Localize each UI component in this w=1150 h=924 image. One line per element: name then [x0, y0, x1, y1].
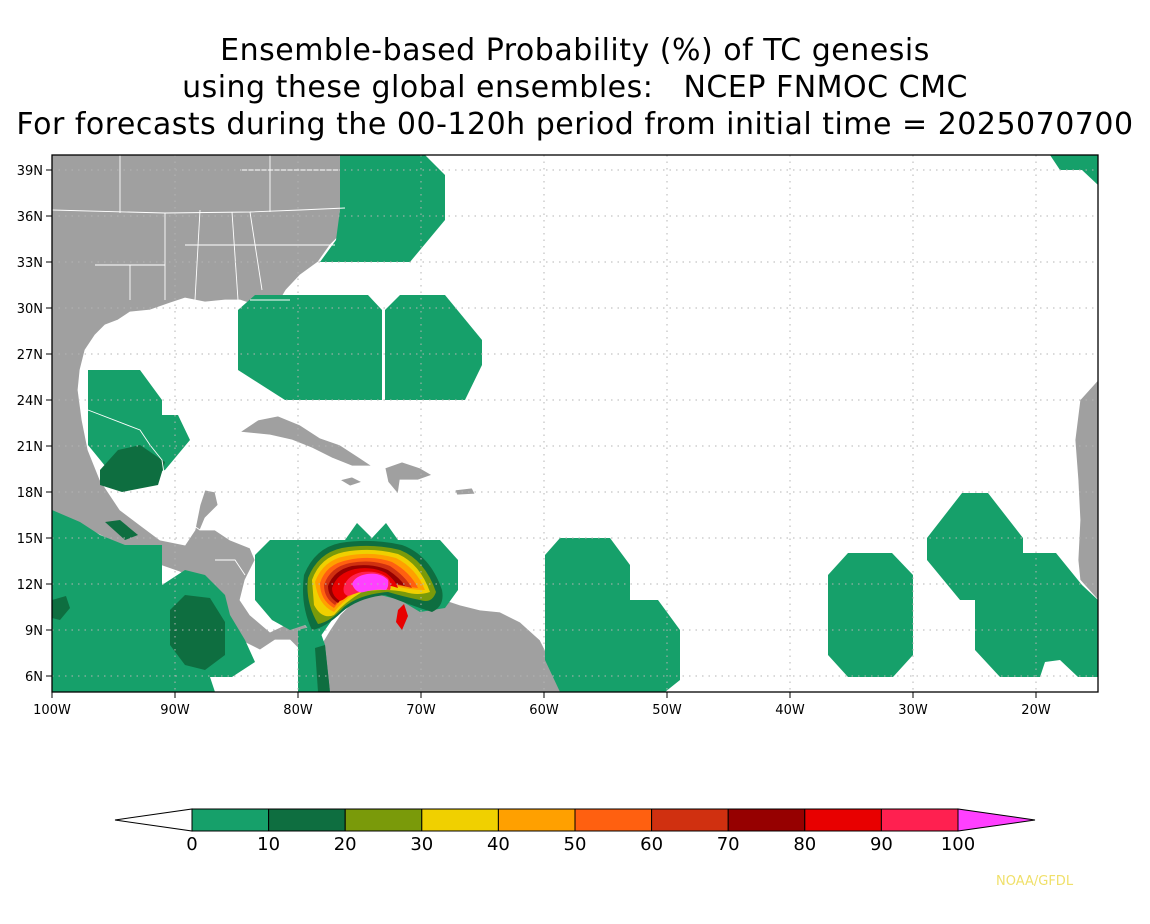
colorbar-label-100: 100 [941, 834, 975, 855]
map-plot-area [52, 155, 1098, 692]
colorbar-swatch-0-10 [191, 808, 270, 832]
contour-100 [352, 573, 389, 593]
colorbar-low-arrow [114, 808, 193, 832]
lat-label-27n: 27N [17, 348, 43, 363]
colorbar-swatch-40-50 [497, 808, 576, 832]
lat-label-18n: 18N [17, 486, 43, 501]
lon-label-20w: 20W [1021, 703, 1051, 718]
contour-0-10-central-atlantic [545, 538, 680, 692]
lat-label-30n: 30N [17, 302, 43, 317]
lon-label-90w: 90W [160, 703, 190, 718]
lon-label-80w: 80W [283, 703, 313, 718]
colorbar-label-70: 70 [717, 834, 740, 855]
colorbar-label-80: 80 [793, 834, 816, 855]
colorbar-swatch-50-60 [574, 808, 653, 832]
lat-label-12n: 12N [17, 578, 43, 593]
lat-label-36n: 36N [17, 210, 43, 225]
colorbar-swatch-70-80 [727, 808, 806, 832]
lon-label-50w: 50W [652, 703, 682, 718]
probability-contours [52, 155, 1098, 692]
colorbar-label-30: 30 [410, 834, 433, 855]
map-frame [51, 154, 1099, 693]
contour-10-20-coast [105, 520, 138, 540]
colorbar-label-60: 60 [640, 834, 663, 855]
contour-0-10-east-atlantic [927, 493, 1098, 677]
chart-title: Ensemble-based Probability (%) of TC gen… [0, 32, 1150, 143]
land-puerto-rico [454, 487, 476, 496]
lat-axis [46, 169, 52, 677]
colorbar-swatch-10-20 [268, 808, 346, 832]
lon-label-70w: 70W [406, 703, 436, 718]
land-hispaniola [384, 461, 433, 495]
lon-axis [51, 692, 1037, 698]
contour-10-20-edge [52, 596, 70, 620]
contour-10-20-colombia [315, 645, 330, 692]
colorbar-swatch-80-90 [804, 808, 882, 832]
colorbar-label-40: 40 [487, 834, 510, 855]
lat-labels: 39N 36N 33N 30N 27N 24N 21N 18N 15N 12N … [17, 164, 43, 685]
title-line-1: Ensemble-based Probability (%) of TC gen… [220, 33, 930, 68]
land-africa [1074, 379, 1098, 601]
lat-label-15n: 15N [17, 532, 43, 547]
lat-label-33n: 33N [17, 256, 43, 271]
contour-0-10-west-gulf [88, 370, 190, 478]
land-jamaica [338, 476, 364, 487]
colorbar-swatch-30-40 [421, 808, 499, 832]
lat-label-21n: 21N [17, 440, 43, 455]
lat-label-9n: 9N [25, 624, 43, 639]
lat-label-6n: 6N [25, 670, 43, 685]
gridlines [52, 155, 1098, 692]
title-line-2: using these global ensembles: NCEP FNMOC… [182, 70, 968, 105]
title-line-3: For forecasts during the 00-120h period … [16, 107, 1134, 142]
colorbar: 0 10 20 30 40 50 60 70 80 90 100 [114, 808, 1036, 855]
land-cuba [238, 415, 374, 467]
colorbar-swatch-20-30 [344, 808, 423, 832]
lon-label-30w: 30W [898, 703, 928, 718]
colorbar-high-arrow [957, 808, 1036, 832]
colorbar-label-10: 10 [257, 834, 280, 855]
contour-0-10-florida [238, 295, 382, 400]
contour-0-10-east-coast [320, 155, 445, 262]
lon-labels: 100W 90W 80W 70W 60W 50W 40W 30W 20W [33, 703, 1051, 718]
contour-10-20-east-pacific [170, 595, 225, 670]
lon-label-40w: 40W [775, 703, 805, 718]
lon-label-60w: 60W [529, 703, 559, 718]
colorbar-swatch-90-100 [880, 808, 959, 832]
contour-0-10-mdr [828, 553, 913, 677]
colorbar-label-90: 90 [870, 834, 893, 855]
lon-label-100w: 100W [33, 703, 71, 718]
political-boundaries [52, 155, 346, 576]
credit-watermark: NOAA/GFDL [996, 874, 1074, 889]
lat-label-39n: 39N [17, 164, 43, 179]
contour-0-10-bahamas [385, 295, 482, 400]
lat-label-24n: 24N [17, 394, 43, 409]
contour-10-20-west-gulf [100, 445, 165, 492]
colorbar-label-0: 0 [186, 834, 197, 855]
colorbar-swatch-60-70 [651, 808, 729, 832]
colorbar-label-50: 50 [564, 834, 587, 855]
colorbar-label-20: 20 [334, 834, 357, 855]
contour-high-west-venezuela [396, 604, 408, 630]
